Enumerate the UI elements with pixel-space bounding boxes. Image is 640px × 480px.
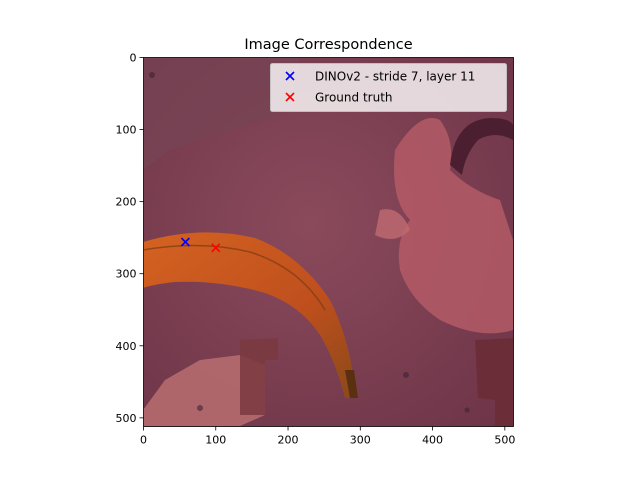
legend-marker-0 bbox=[285, 71, 295, 81]
background-image bbox=[143, 57, 514, 427]
y-tick-label-0: 0 bbox=[130, 52, 137, 65]
y-tick-label-100: 100 bbox=[116, 124, 137, 137]
y-tick-label-400: 400 bbox=[116, 340, 137, 353]
x-tick-label-0: 0 bbox=[140, 434, 147, 447]
y-tick-label-300: 300 bbox=[116, 268, 137, 281]
plot-area-frame bbox=[143, 57, 514, 427]
legend-marker-1 bbox=[285, 92, 295, 102]
chart-title: Image Correspondence bbox=[244, 37, 412, 53]
legend-label-0: DINOv2 - stride 7, layer 11 bbox=[315, 70, 475, 84]
legend: DINOv2 - stride 7, layer 11 Ground truth bbox=[270, 63, 507, 112]
x-tick-label-500: 500 bbox=[494, 434, 515, 447]
y-tick-label-500: 500 bbox=[116, 412, 137, 425]
x-tick-label-200: 200 bbox=[278, 434, 299, 447]
y-tick-label-200: 200 bbox=[116, 196, 137, 209]
x-tick-label-300: 300 bbox=[350, 434, 371, 447]
marker-series-1-point-0 bbox=[211, 243, 221, 253]
x-tick-label-100: 100 bbox=[205, 434, 226, 447]
data-markers bbox=[180, 237, 221, 253]
legend-label-1: Ground truth bbox=[315, 91, 393, 105]
marker-series-0-point-0 bbox=[180, 237, 190, 247]
x-tick-label-400: 400 bbox=[422, 434, 443, 447]
